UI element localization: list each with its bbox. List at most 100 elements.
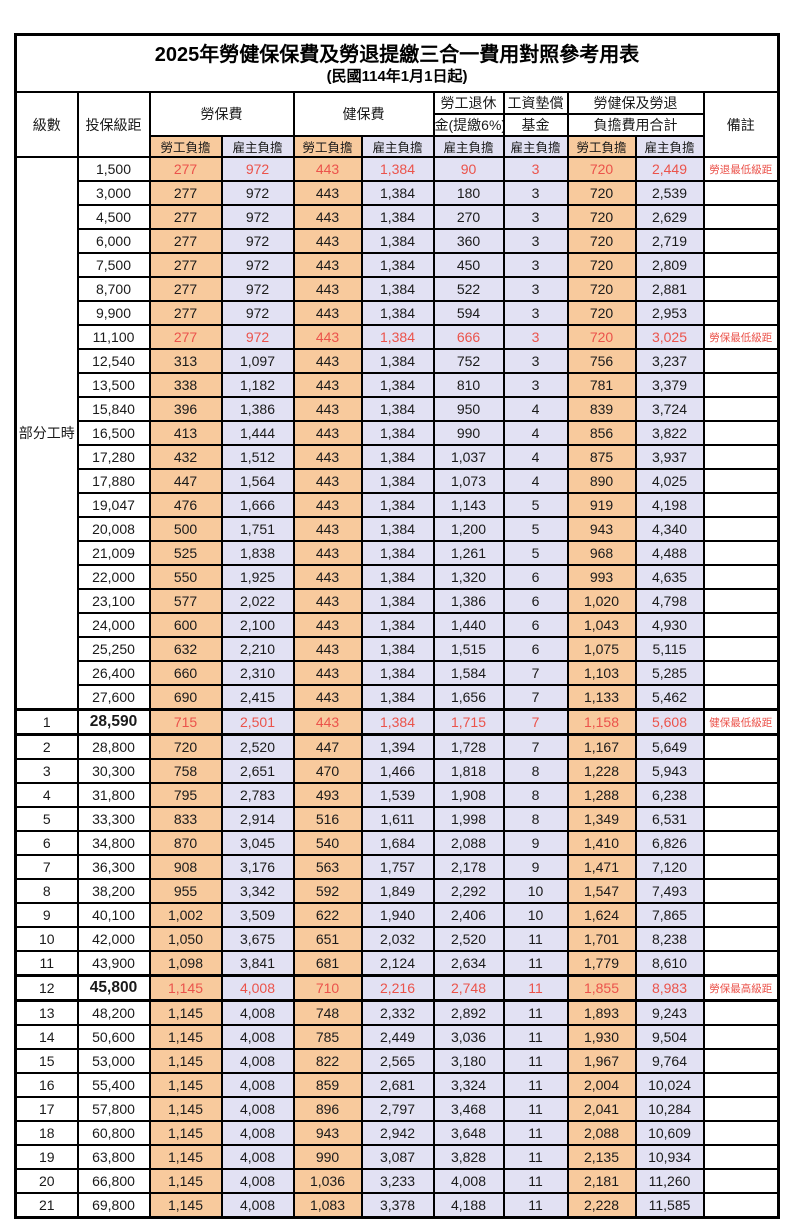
- remark-cell: [702, 348, 780, 374]
- bracket-cell: 24,000: [76, 612, 151, 638]
- health-worker-cell: 443: [292, 324, 363, 350]
- labor-employer-cell: 1,512: [220, 444, 295, 470]
- total-worker-cell: 1,133: [566, 684, 637, 711]
- bracket-cell: 53,000: [76, 1048, 151, 1074]
- health-employer-cell: 1,384: [360, 228, 435, 254]
- health-employer-cell: 1,384: [360, 204, 435, 230]
- total-worker-cell: 839: [566, 396, 637, 422]
- labor-worker-cell: 1,145: [148, 1096, 223, 1122]
- labor-employer-cell: 4,008: [220, 999, 295, 1026]
- remark-cell: [702, 660, 780, 686]
- health-worker-cell: 443: [292, 636, 363, 662]
- table-row: 4 31,800 795 2,783 493 1,539 1,908 8 1,288 6,238: [14, 782, 780, 808]
- remark-cell: [702, 1024, 780, 1050]
- table-row: 25,250 632 2,210 443 1,384 1,515 6 1,075 5,115: [16, 636, 780, 662]
- pension-employer-cell: 810: [432, 372, 505, 398]
- total-worker-cell: 720: [566, 252, 637, 278]
- table-row: 13,500 338 1,182 443 1,384 810 3 781 3,379: [16, 372, 780, 398]
- total-employer-cell: 5,115: [634, 636, 705, 662]
- health-worker-cell: 822: [292, 1048, 363, 1074]
- table-row: 15 53,000 1,145 4,008 822 2,565 3,180 11 1,967 9,…: [14, 1048, 780, 1074]
- total-employer-cell: 8,983: [634, 974, 705, 1002]
- pension-employer-cell: 450: [432, 252, 505, 278]
- total-worker-cell: 1,547: [566, 878, 637, 904]
- remark-cell: [702, 588, 780, 614]
- total-employer-cell: 5,943: [634, 758, 705, 784]
- labor-employer-cell: 2,520: [220, 733, 295, 760]
- total-employer-cell: 7,865: [634, 902, 705, 928]
- bracket-cell: 16,500: [76, 420, 151, 446]
- total-employer-cell: 8,610: [634, 950, 705, 977]
- labor-worker-cell: 1,050: [148, 926, 223, 952]
- bracket-cell: 42,000: [76, 926, 151, 952]
- health-employer-cell: 1,384: [360, 588, 435, 614]
- remark-cell: [702, 180, 780, 206]
- pension-employer-cell: 2,748: [432, 974, 505, 1002]
- remark-cell: [702, 300, 780, 326]
- level-cell: 21: [14, 1192, 79, 1219]
- pension-employer-cell: 2,892: [432, 999, 505, 1026]
- header-total-line2: 負擔費用合計: [566, 113, 705, 137]
- bracket-cell: 23,100: [76, 588, 151, 614]
- level-cell: 3: [14, 758, 79, 784]
- level-cell: 5: [14, 806, 79, 832]
- header-total-worker-burden: 勞工負擔: [566, 135, 637, 158]
- labor-worker-cell: 338: [148, 372, 223, 398]
- header-row-3: 勞工負擔 雇主負擔 勞工負擔 雇主負擔 雇主負擔 雇主負擔 勞工負擔 雇主負擔: [16, 135, 779, 158]
- health-worker-cell: 443: [292, 468, 363, 494]
- table-row: 8 38,200 955 3,342 592 1,849 2,292 10 1,547 7,493: [14, 878, 780, 904]
- labor-employer-cell: 1,925: [220, 564, 295, 590]
- bracket-cell: 63,800: [76, 1144, 151, 1170]
- table-row: 12 45,800 1,145 4,008 710 2,216 2,748 11 1,855 8,…: [14, 974, 780, 1002]
- fund-employer-cell: 3: [502, 276, 569, 302]
- fund-employer-cell: 8: [502, 758, 569, 784]
- header-health-insurance: 健保費: [292, 91, 435, 137]
- bracket-cell: 55,400: [76, 1072, 151, 1098]
- pension-employer-cell: 3,036: [432, 1024, 505, 1050]
- bracket-cell: 40,100: [76, 902, 151, 928]
- labor-employer-cell: 4,008: [220, 1096, 295, 1122]
- table-row: 10 42,000 1,050 3,675 651 2,032 2,520 11 1,701 8,…: [14, 926, 780, 952]
- pension-employer-cell: 2,634: [432, 950, 505, 977]
- level-cell: 10: [14, 926, 79, 952]
- level-cell: 15: [14, 1048, 79, 1074]
- health-employer-cell: 3,233: [360, 1168, 435, 1194]
- bracket-cell: 60,800: [76, 1120, 151, 1146]
- total-employer-cell: 5,649: [634, 733, 705, 760]
- health-worker-cell: 622: [292, 902, 363, 928]
- bracket-cell: 66,800: [76, 1168, 151, 1194]
- remark-cell: [702, 902, 780, 928]
- bracket-cell: 17,280: [76, 444, 151, 470]
- fund-employer-cell: 3: [502, 300, 569, 326]
- level-cell: 9: [14, 902, 79, 928]
- total-employer-cell: 4,930: [634, 612, 705, 638]
- level-cell: 8: [14, 878, 79, 904]
- fund-employer-cell: 3: [502, 204, 569, 230]
- part-time-group-label: 部分工時: [14, 156, 79, 711]
- health-worker-cell: 443: [292, 252, 363, 278]
- health-employer-cell: 1,611: [360, 806, 435, 832]
- total-employer-cell: 2,719: [634, 228, 705, 254]
- fund-employer-cell: 6: [502, 564, 569, 590]
- remark-cell: [702, 1072, 780, 1098]
- bracket-cell: 69,800: [76, 1192, 151, 1219]
- bracket-cell: 28,590: [76, 708, 151, 736]
- total-worker-cell: 1,075: [566, 636, 637, 662]
- fund-employer-cell: 7: [502, 708, 569, 736]
- total-employer-cell: 3,724: [634, 396, 705, 422]
- total-employer-cell: 2,881: [634, 276, 705, 302]
- health-employer-cell: 3,087: [360, 1144, 435, 1170]
- total-worker-cell: 968: [566, 540, 637, 566]
- level-cell: 2: [14, 733, 79, 760]
- header-row-1: 級數 投保級距 勞保費 健保費 勞工退休 工資墊償 勞健保及勞退 備註: [14, 91, 780, 158]
- table-row: 6,000 277 972 443 1,384 360 3 720 2,719: [16, 228, 780, 254]
- remark-cell: [702, 1120, 780, 1146]
- health-employer-cell: 1,384: [360, 372, 435, 398]
- level-cell: 20: [14, 1168, 79, 1194]
- labor-worker-cell: 955: [148, 878, 223, 904]
- labor-worker-cell: 1,002: [148, 902, 223, 928]
- table-row: 17 57,800 1,145 4,008 896 2,797 3,468 11 2,041 10…: [14, 1096, 780, 1122]
- pension-employer-cell: 1,037: [432, 444, 505, 470]
- health-worker-cell: 651: [292, 926, 363, 952]
- remark-cell: [702, 950, 780, 977]
